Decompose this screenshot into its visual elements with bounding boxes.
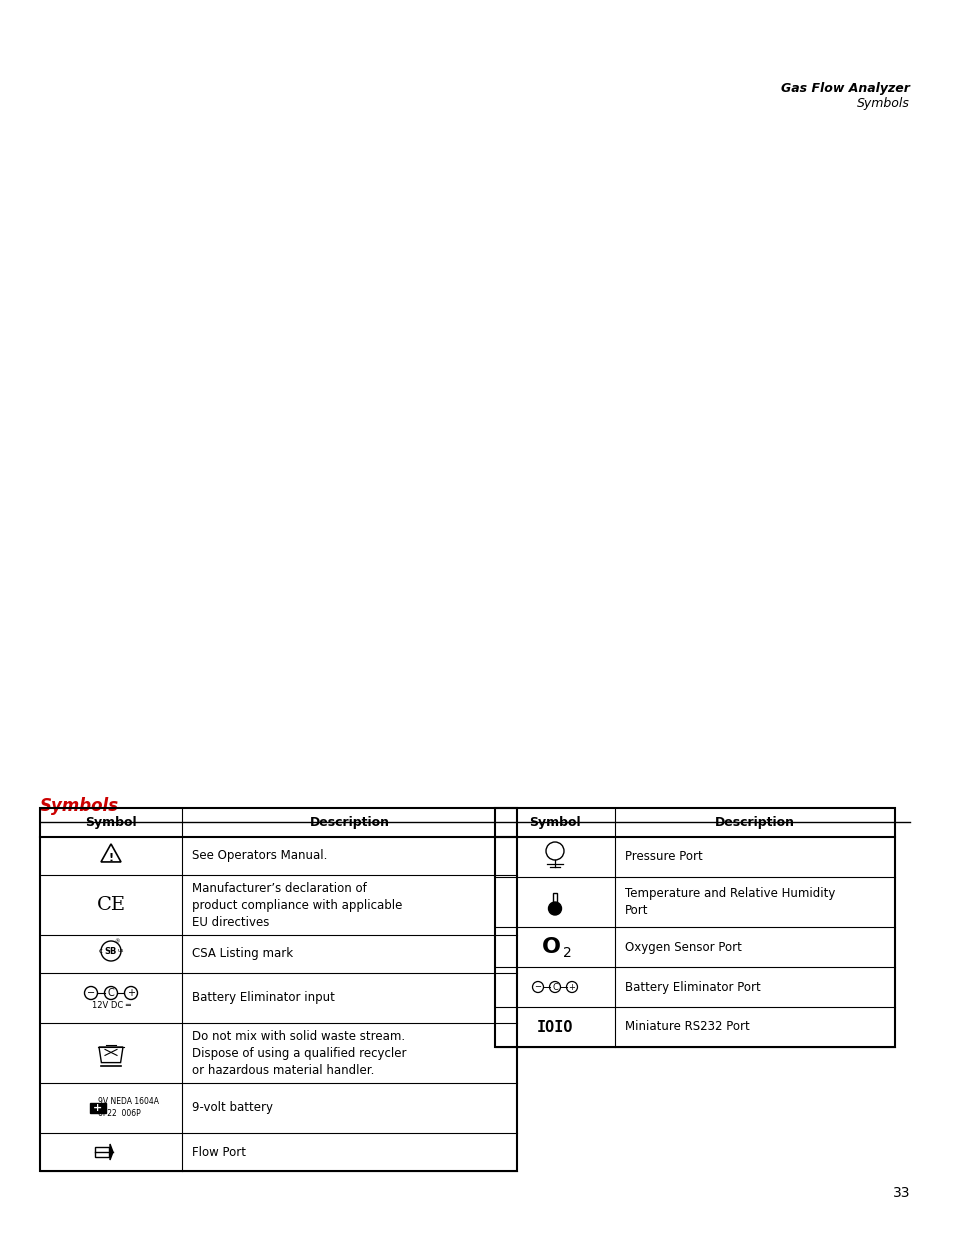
Text: 9V NEDA 1604A: 9V NEDA 1604A	[98, 1097, 159, 1105]
Text: See Operators Manual.: See Operators Manual.	[192, 850, 327, 862]
Text: +: +	[127, 988, 135, 998]
Text: Description: Description	[309, 816, 389, 829]
Text: IOIO: IOIO	[537, 1020, 573, 1035]
Text: 6F22  006P: 6F22 006P	[98, 1109, 141, 1118]
Text: Symbols: Symbols	[856, 98, 909, 110]
Bar	[40, 808, 517, 1171]
Text: CE: CE	[96, 897, 126, 914]
Text: 2: 2	[562, 946, 571, 960]
Text: CSA Listing mark: CSA Listing mark	[192, 947, 293, 961]
Text: c: c	[99, 948, 103, 953]
Text: Battery Eliminator Port: Battery Eliminator Port	[624, 981, 760, 993]
Text: Temperature and Relative Humidity
Port: Temperature and Relative Humidity Port	[624, 887, 835, 918]
Text: Miniature RS232 Port: Miniature RS232 Port	[624, 1020, 749, 1034]
Text: Symbols: Symbols	[40, 797, 119, 815]
Text: us: us	[117, 948, 124, 953]
Text: Battery Eliminator input: Battery Eliminator input	[192, 992, 335, 1004]
Polygon shape	[110, 1144, 112, 1160]
Text: !: !	[109, 853, 113, 863]
Text: Manufacturer’s declaration of
product compliance with applicable
EU directives: Manufacturer’s declaration of product co…	[192, 882, 402, 929]
Text: 12V DC ═: 12V DC ═	[91, 1000, 131, 1009]
Text: Symbol: Symbol	[529, 816, 580, 829]
Text: −: −	[87, 988, 95, 998]
Text: Symbol: Symbol	[85, 816, 136, 829]
Text: −: −	[534, 983, 541, 992]
Text: SB: SB	[105, 946, 117, 956]
Text: ®: ®	[114, 940, 120, 945]
Text: 9-volt battery: 9-volt battery	[192, 1102, 273, 1114]
Text: Do not mix with solid waste stream.
Dispose of using a qualified recycler
or haz: Do not mix with solid waste stream. Disp…	[192, 1030, 406, 1077]
Text: Pressure Port: Pressure Port	[624, 851, 702, 863]
Bar	[95, 1147, 109, 1157]
Text: Flow Port: Flow Port	[192, 1146, 246, 1158]
Text: Gas Flow Analyzer: Gas Flow Analyzer	[781, 82, 909, 95]
Text: C: C	[108, 988, 114, 998]
Text: C: C	[552, 983, 558, 992]
Bar	[553, 893, 557, 909]
Text: 33: 33	[892, 1186, 909, 1200]
Bar	[495, 808, 894, 1047]
Text: +: +	[93, 1103, 103, 1113]
Circle shape	[548, 902, 561, 915]
Bar	[90, 1103, 106, 1113]
Text: Oxygen Sensor Port: Oxygen Sensor Port	[624, 941, 741, 953]
Text: Description: Description	[714, 816, 794, 829]
Text: O: O	[541, 937, 560, 957]
Text: +: +	[568, 983, 575, 992]
